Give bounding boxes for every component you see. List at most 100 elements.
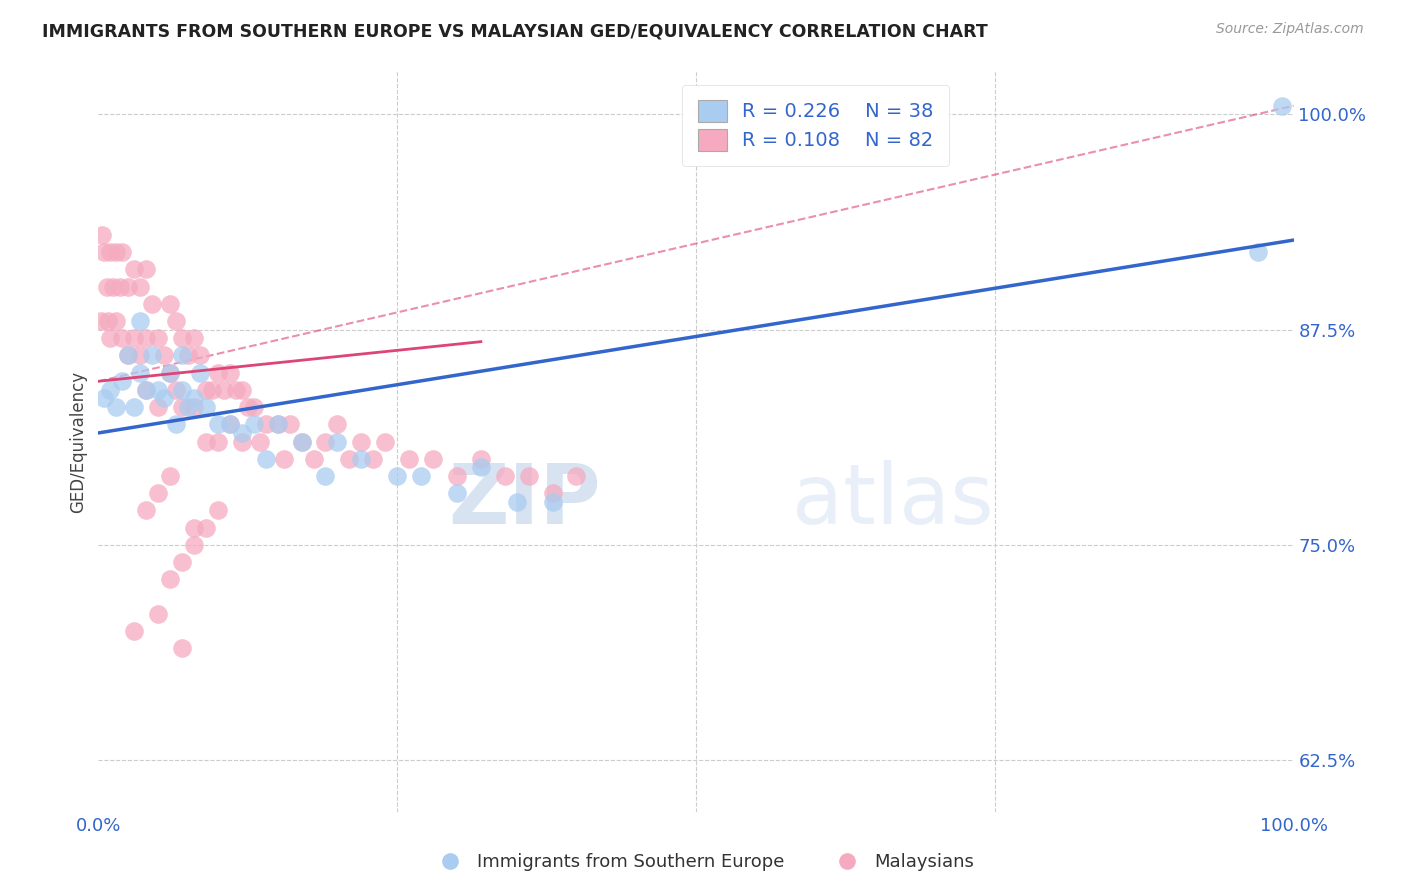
- Point: [93, 392, 115, 406]
- Point: [207, 417, 229, 432]
- Text: atlas: atlas: [792, 460, 993, 541]
- Point: [135, 383, 157, 397]
- Point: [124, 400, 146, 414]
- Point: [231, 425, 253, 440]
- Point: [398, 451, 420, 466]
- Point: [278, 417, 301, 432]
- Point: [135, 262, 157, 277]
- Point: [315, 434, 337, 449]
- Point: [231, 434, 253, 449]
- Point: [183, 331, 205, 345]
- Point: [159, 366, 181, 380]
- Text: IMMIGRANTS FROM SOUTHERN EUROPE VS MALAYSIAN GED/EQUIVALENCY CORRELATION CHART: IMMIGRANTS FROM SOUTHERN EUROPE VS MALAY…: [42, 22, 988, 40]
- Point: [117, 348, 139, 362]
- Point: [385, 469, 409, 483]
- Point: [207, 503, 229, 517]
- Point: [129, 366, 152, 380]
- Point: [153, 348, 176, 362]
- Point: [111, 374, 134, 388]
- Point: [105, 314, 128, 328]
- Point: [195, 434, 218, 449]
- Point: [254, 417, 277, 432]
- Point: [177, 400, 200, 414]
- Point: [101, 279, 124, 293]
- Point: [207, 434, 229, 449]
- Point: [153, 392, 176, 406]
- Point: [159, 366, 181, 380]
- Point: [219, 417, 242, 432]
- Point: [105, 245, 128, 260]
- Point: [1271, 99, 1294, 113]
- Point: [177, 348, 200, 362]
- Point: [273, 451, 295, 466]
- Point: [141, 297, 163, 311]
- Point: [172, 641, 194, 656]
- Point: [172, 383, 194, 397]
- Point: [470, 451, 492, 466]
- Point: [195, 383, 218, 397]
- Point: [302, 451, 325, 466]
- Point: [195, 521, 218, 535]
- Point: [374, 434, 396, 449]
- Point: [111, 331, 134, 345]
- Point: [350, 451, 373, 466]
- Point: [188, 348, 211, 362]
- Point: [148, 400, 170, 414]
- Point: [195, 400, 218, 414]
- Point: [124, 331, 146, 345]
- Point: [165, 314, 187, 328]
- Point: [98, 383, 122, 397]
- Point: [291, 434, 314, 449]
- Point: [249, 434, 271, 449]
- Point: [339, 451, 361, 466]
- Point: [117, 348, 139, 362]
- Point: [326, 434, 349, 449]
- Legend: R = 0.226    N = 38, R = 0.108    N = 82: R = 0.226 N = 38, R = 0.108 N = 82: [682, 85, 949, 166]
- Text: ZIP: ZIP: [449, 460, 600, 541]
- Point: [148, 486, 170, 500]
- Point: [135, 331, 157, 345]
- Point: [159, 572, 181, 586]
- Point: [231, 383, 253, 397]
- Point: [93, 245, 115, 260]
- Point: [148, 383, 170, 397]
- Point: [422, 451, 444, 466]
- Point: [243, 400, 266, 414]
- Point: [411, 469, 433, 483]
- Point: [129, 348, 152, 362]
- Point: [148, 607, 170, 621]
- Point: [350, 434, 373, 449]
- Point: [90, 314, 112, 328]
- Point: [363, 451, 385, 466]
- Point: [541, 486, 564, 500]
- Point: [494, 469, 516, 483]
- Point: [212, 383, 235, 397]
- Point: [326, 417, 349, 432]
- Point: [159, 297, 181, 311]
- Point: [124, 624, 146, 638]
- Point: [183, 400, 205, 414]
- Point: [267, 417, 290, 432]
- Point: [97, 314, 120, 328]
- Point: [267, 417, 290, 432]
- Point: [135, 383, 157, 397]
- Point: [219, 366, 242, 380]
- Point: [207, 366, 229, 380]
- Point: [148, 331, 170, 345]
- Point: [541, 495, 564, 509]
- Point: [219, 417, 242, 432]
- Point: [315, 469, 337, 483]
- Point: [98, 331, 122, 345]
- Point: [172, 348, 194, 362]
- Point: [201, 383, 224, 397]
- Point: [135, 503, 157, 517]
- Point: [565, 469, 588, 483]
- Point: [172, 555, 194, 569]
- Point: [159, 469, 181, 483]
- Point: [172, 400, 194, 414]
- Point: [96, 279, 118, 293]
- Y-axis label: GED/Equivalency: GED/Equivalency: [69, 370, 87, 513]
- Point: [243, 417, 266, 432]
- Point: [254, 451, 277, 466]
- Point: [446, 486, 468, 500]
